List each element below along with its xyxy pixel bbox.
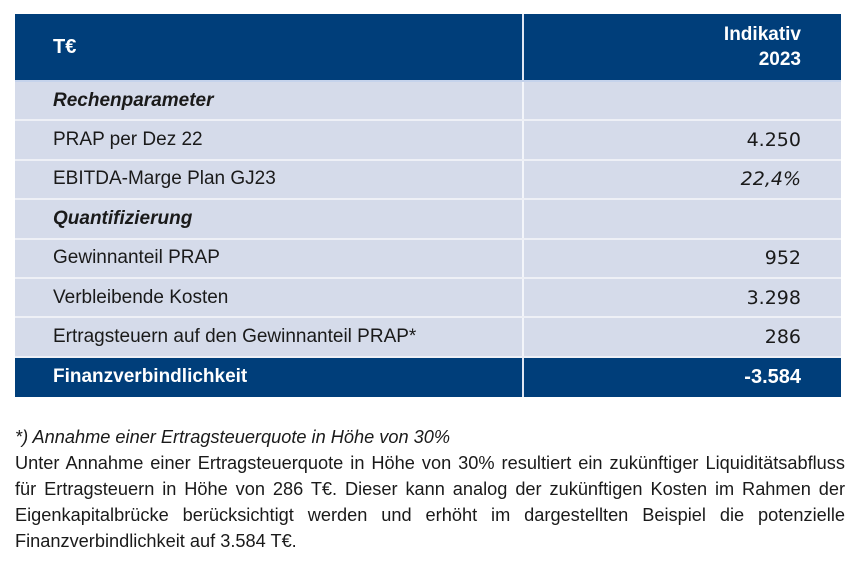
header-period-year: 2023 — [758, 49, 801, 70]
header-unit: T€ — [15, 14, 524, 80]
row-value: 3.298 — [746, 286, 801, 309]
table-row: Ertragsteuern auf den Gewinnanteil PRAP*… — [15, 318, 841, 358]
table-row: PRAP per Dez 22 4.250 — [15, 121, 841, 161]
row-value: 286 — [764, 326, 801, 349]
row-value: 4.250 — [746, 129, 801, 152]
table-row-section: Quantifizierung — [15, 200, 841, 240]
row-label: PRAP per Dez 22 — [15, 121, 524, 159]
row-label: EBITDA-Marge Plan GJ23 — [15, 160, 524, 199]
table-row: EBITDA-Marge Plan GJ23 22,4% — [15, 160, 841, 201]
notes-section: *) Annahme einer Ertragsteuerquote in Hö… — [15, 424, 845, 554]
total-label: Finanzverbindlichkeit — [15, 357, 524, 398]
financial-liability-table: T€ Indikativ 2023 Rechenparameter PRAP p… — [15, 14, 841, 398]
row-value — [524, 82, 841, 119]
header-period-label: Indikativ — [723, 24, 801, 45]
row-value — [524, 200, 841, 237]
row-label: Verbleibende Kosten — [15, 278, 524, 317]
row-label: Quantifizierung — [15, 200, 524, 238]
table-row-section: Rechenparameter — [15, 82, 841, 122]
table-header-row: T€ Indikativ 2023 — [15, 14, 841, 82]
footnote: *) Annahme einer Ertragsteuerquote in Hö… — [15, 427, 451, 447]
row-label: Rechenparameter — [15, 82, 524, 120]
total-value: -3.584 — [744, 365, 801, 388]
table-total-row: Finanzverbindlichkeit -3.584 — [15, 357, 841, 398]
table-row: Gewinnanteil PRAP 952 — [15, 239, 841, 279]
row-label: Gewinnanteil PRAP — [15, 239, 524, 277]
explanation-paragraph: Unter Annahme einer Ertragsteuerquote in… — [15, 453, 845, 551]
table-row: Verbleibende Kosten 3.298 — [15, 278, 841, 319]
row-label: Ertragsteuern auf den Gewinnanteil PRAP* — [15, 318, 524, 356]
row-value: 952 — [764, 247, 801, 270]
row-value: 22,4% — [740, 168, 801, 191]
header-period: Indikativ 2023 — [524, 14, 841, 80]
